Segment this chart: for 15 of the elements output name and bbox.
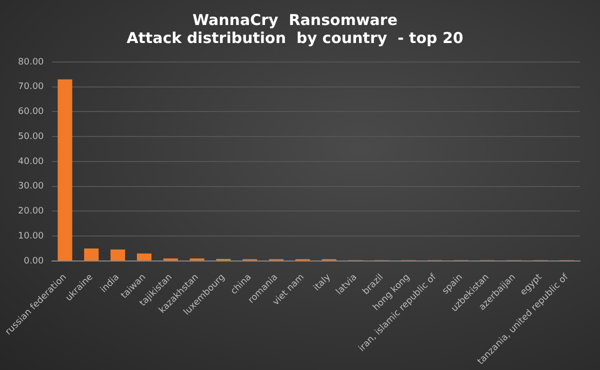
bar xyxy=(136,253,152,260)
bar xyxy=(110,250,126,260)
text: Attack distribution by country - top 20 xyxy=(126,28,464,47)
y-tick-label: 0.00 xyxy=(24,256,44,266)
y-tick-label: 40.00 xyxy=(18,156,44,167)
y-tick-label: 80.00 xyxy=(18,57,44,68)
text: WannaCry Ransomware xyxy=(192,10,398,29)
y-tick-label: 20.00 xyxy=(18,206,44,217)
y-tick-label: 70.00 xyxy=(18,82,44,92)
y-tick-label: 50.00 xyxy=(18,132,44,142)
y-tick-label: 60.00 xyxy=(18,107,44,118)
y-tick-label: 30.00 xyxy=(18,182,44,192)
bar xyxy=(84,248,99,260)
y-tick-label: 10.00 xyxy=(18,231,44,242)
bar xyxy=(58,79,72,260)
